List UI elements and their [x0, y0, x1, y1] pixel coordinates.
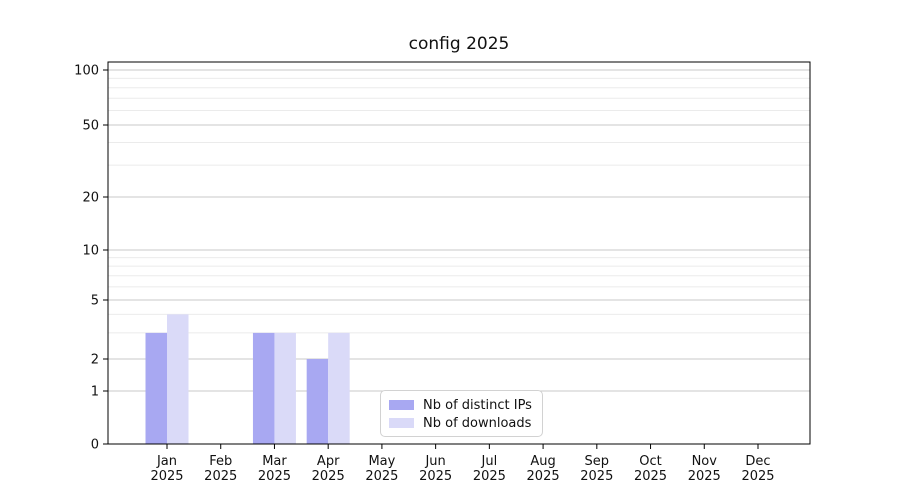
- legend-item-downloads: Nb of downloads: [387, 414, 536, 432]
- chart-title: config 2025: [408, 34, 510, 54]
- x-tick-label-year: 2025: [312, 469, 345, 484]
- x-tick-label-month: Sep: [585, 454, 610, 469]
- x-tick-label-month: Nov: [692, 454, 718, 469]
- x-tick-label-month: Mar: [262, 454, 287, 469]
- bar-downloads: [328, 332, 350, 444]
- x-tick-label-year: 2025: [204, 469, 237, 484]
- x-tick-label-month: Feb: [209, 454, 232, 469]
- bar-downloads: [274, 332, 296, 444]
- legend-swatch-distinct-ips: [389, 400, 414, 410]
- y-tick-label: 20: [82, 191, 99, 206]
- x-tick-label-year: 2025: [527, 469, 560, 484]
- y-tick-label: 10: [82, 244, 99, 259]
- y-tick-label: 5: [91, 294, 99, 309]
- x-tick-label-year: 2025: [150, 469, 183, 484]
- bar-distinct-ips: [306, 359, 329, 444]
- legend-swatch-downloads: [389, 418, 414, 428]
- x-tick-label-month: Aug: [530, 454, 555, 469]
- x-tick-label-year: 2025: [365, 469, 398, 484]
- x-tick-label-month: Dec: [745, 454, 770, 469]
- x-tick-label-year: 2025: [419, 469, 452, 484]
- y-tick-label: 100: [74, 64, 99, 79]
- legend-label-distinct-ips: Nb of distinct IPs: [423, 397, 532, 413]
- bar-downloads: [167, 314, 189, 444]
- axes-spines: [107, 61, 811, 445]
- x-tick-label-month: Apr: [317, 454, 340, 469]
- x-tick-label-year: 2025: [258, 469, 291, 484]
- y-tick-label: 0: [91, 438, 99, 453]
- bar-distinct-ips: [145, 332, 167, 444]
- chart-legend: Nb of distinct IPs Nb of downloads: [380, 390, 543, 437]
- bar-distinct-ips: [252, 332, 275, 444]
- y-tick-label: 50: [82, 119, 99, 134]
- x-tick-label-month: Jan: [156, 454, 177, 469]
- legend-label-downloads: Nb of downloads: [423, 415, 532, 431]
- x-tick-label-month: Jul: [481, 454, 498, 469]
- legend-item-distinct-ips: Nb of distinct IPs: [387, 396, 536, 414]
- x-tick-label-month: May: [368, 454, 395, 469]
- x-tick-label-year: 2025: [688, 469, 721, 484]
- x-tick-label-year: 2025: [634, 469, 667, 484]
- x-tick-label-year: 2025: [580, 469, 613, 484]
- y-tick-label: 1: [91, 385, 99, 400]
- x-tick-label-month: Oct: [639, 454, 661, 469]
- x-tick-label-month: Jun: [424, 454, 445, 469]
- x-tick-label-year: 2025: [473, 469, 506, 484]
- y-tick-label: 2: [91, 353, 99, 368]
- x-tick-label-year: 2025: [741, 469, 774, 484]
